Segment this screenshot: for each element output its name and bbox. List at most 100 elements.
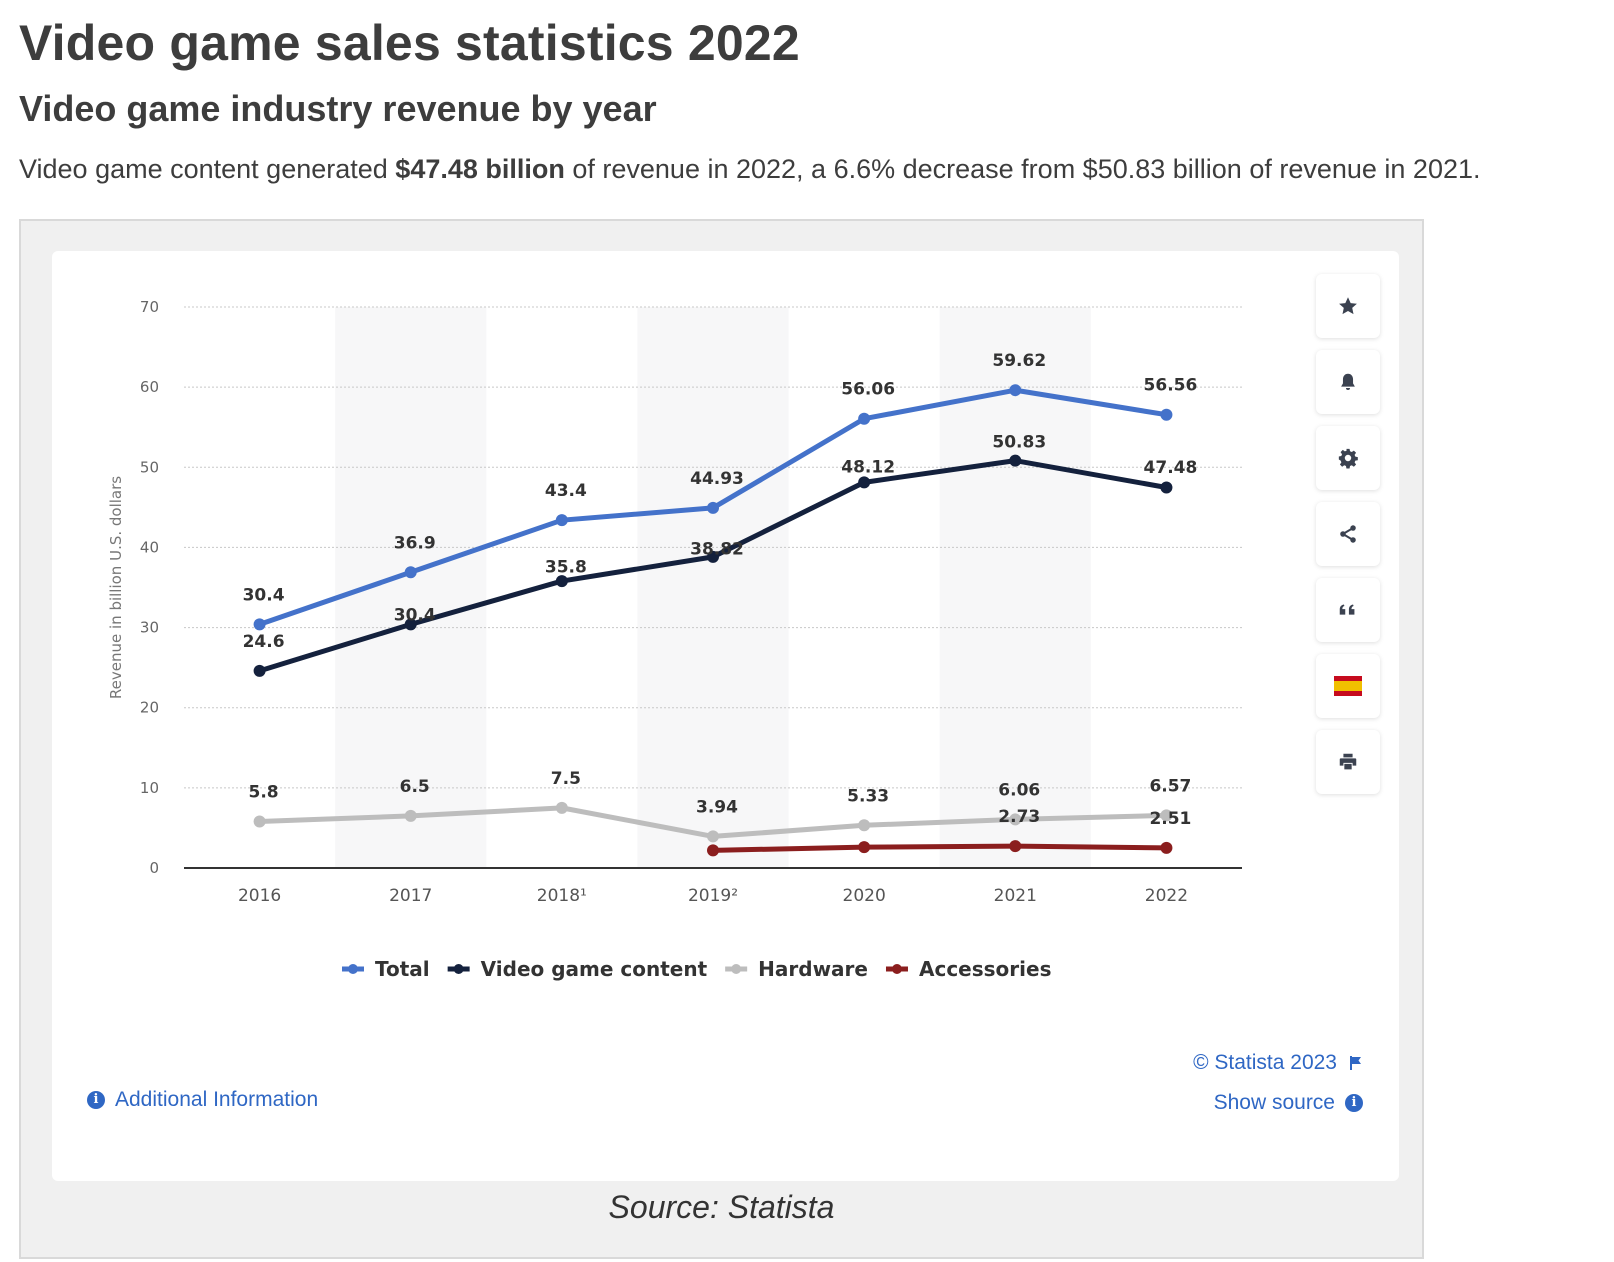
data-point-video-game-content — [253, 664, 266, 677]
data-point-video-game-content — [707, 550, 719, 563]
data-label-total: 43.4 — [545, 481, 587, 501]
data-label-video-game-content: 47.48 — [1144, 458, 1198, 478]
x-tick-label: 2018¹ — [537, 886, 587, 906]
data-point-total — [1009, 384, 1022, 397]
data-label-total: 56.06 — [841, 380, 895, 400]
y-tick-label: 20 — [140, 699, 159, 717]
settings-button[interactable] — [1316, 426, 1380, 490]
data-label-video-game-content: 24.6 — [243, 632, 285, 652]
bell-icon — [1341, 373, 1355, 390]
data-label-video-game-content: 48.12 — [841, 458, 895, 478]
data-point-video-game-content — [1009, 454, 1022, 467]
language-button[interactable] — [1316, 654, 1380, 718]
x-tick-label: 2016 — [238, 886, 281, 906]
lead-highlight: $47.48 billion — [395, 154, 565, 184]
data-point-hardware — [555, 801, 568, 814]
legend-label-total: Total — [375, 957, 430, 981]
chart-widget: 0 10 20 30 40 50 60 70 2016 2017 2018¹ 2019² 2020 202… — [52, 251, 1399, 1181]
data-point-accessories — [1009, 840, 1022, 853]
data-label-hardware: 6.5 — [400, 777, 430, 797]
y-axis-label: Revenue in billion U.S. dollars — [107, 476, 125, 699]
data-label-total: 44.93 — [690, 469, 744, 489]
star-icon — [1339, 297, 1357, 315]
data-label-total: 56.56 — [1144, 376, 1198, 396]
data-point-video-game-content — [1160, 481, 1173, 494]
y-tick-label: 40 — [140, 538, 159, 556]
y-tick-label: 50 — [140, 458, 159, 476]
data-point-hardware — [1009, 813, 1022, 826]
data-point-total — [253, 618, 266, 631]
additional-information-text: Additional Information — [115, 1088, 319, 1111]
data-point-accessories — [707, 844, 719, 857]
x-tick-label: 2021 — [994, 886, 1037, 906]
data-point-accessories — [1160, 841, 1173, 854]
y-tick-label: 30 — [140, 619, 159, 637]
data-label-hardware: 6.06 — [998, 780, 1040, 800]
data-label-hardware: 3.94 — [696, 797, 738, 817]
data-label-hardware: 5.33 — [847, 786, 889, 806]
data-point-total — [707, 501, 719, 514]
data-label-total: 59.62 — [992, 351, 1046, 371]
chart-figure: 0 10 20 30 40 50 60 70 2016 2017 2018¹ 2019² 2020 202… — [19, 219, 1424, 1259]
y-tick-label: 10 — [140, 779, 159, 797]
legend-label-accessories: Accessories — [919, 957, 1052, 981]
column-band — [637, 307, 789, 868]
data-point-hardware — [404, 809, 417, 822]
copyright-text: © Statista 2023 — [1193, 1051, 1337, 1074]
spain-flag-icon — [1334, 676, 1362, 696]
data-point-total — [858, 412, 871, 425]
cite-button[interactable] — [1316, 578, 1380, 642]
data-point-hardware — [707, 830, 719, 843]
x-tick-label: 2022 — [1145, 886, 1188, 906]
data-label-accessories: 2.73 — [998, 807, 1040, 827]
y-tick-label: 0 — [149, 859, 159, 877]
copyright-link[interactable]: © Statista 2023 — [1193, 1051, 1363, 1075]
print-button[interactable] — [1316, 730, 1380, 794]
data-point-total — [404, 566, 417, 579]
page-subtitle: Video game industry revenue by year — [19, 88, 657, 129]
y-tick-label: 60 — [140, 378, 159, 396]
data-label-video-game-content: 50.83 — [992, 432, 1046, 452]
quote-icon — [1339, 604, 1355, 615]
data-point-accessories — [858, 841, 871, 854]
legend-marker-total — [348, 964, 358, 974]
x-tick-label: 2017 — [389, 886, 432, 906]
data-point-video-game-content — [404, 618, 417, 631]
data-point-video-game-content — [858, 476, 871, 489]
legend-label-video-game-content: Video game content — [481, 957, 708, 981]
info-icon: i — [1345, 1094, 1363, 1112]
share-icon — [1340, 525, 1356, 543]
y-tick-label: 70 — [140, 298, 159, 316]
data-label-total: 30.4 — [243, 585, 285, 605]
data-point-total — [555, 514, 568, 527]
favorite-button[interactable] — [1316, 274, 1380, 338]
series-line-accessories — [710, 843, 1169, 853]
line-chart: 0 10 20 30 40 50 60 70 2016 2017 2018¹ 2019² 2020 202… — [107, 298, 1242, 981]
data-label-accessories: 2.51 — [1149, 809, 1191, 829]
data-label-video-game-content: 35.8 — [545, 558, 587, 578]
data-label-total: 36.9 — [394, 533, 436, 553]
page-title: Video game sales statistics 2022 — [19, 15, 800, 71]
notification-button[interactable] — [1316, 350, 1380, 414]
lead-text-end: of revenue in 2022, a 6.6% decrease from… — [564, 154, 1481, 184]
show-source-text: Show source — [1213, 1091, 1335, 1114]
lead-paragraph: Video game content generated $47.48 bill… — [19, 154, 1481, 185]
data-point-total — [1160, 408, 1173, 421]
info-icon: i — [87, 1091, 105, 1109]
additional-information-link[interactable]: i Additional Information — [87, 1088, 318, 1112]
legend-label-hardware: Hardware — [758, 957, 868, 981]
lead-text-start: Video game content generated — [19, 154, 396, 184]
show-source-link[interactable]: Show source i — [1214, 1091, 1363, 1115]
data-label-hardware: 5.8 — [249, 783, 279, 803]
data-label-video-game-content: 30.4 — [394, 605, 436, 625]
legend-marker-video-game-content — [453, 964, 464, 974]
legend-marker-accessories — [891, 964, 902, 974]
data-label-video-game-content: 38.82 — [690, 539, 744, 559]
data-label-hardware: 6.57 — [1149, 776, 1191, 796]
share-button[interactable] — [1316, 502, 1380, 566]
data-point-hardware — [1160, 809, 1173, 822]
data-point-video-game-content — [555, 575, 568, 588]
data-label-hardware: 7.5 — [551, 769, 581, 789]
flag-icon — [1350, 1056, 1361, 1070]
x-tick-label: 2019² — [688, 886, 738, 906]
